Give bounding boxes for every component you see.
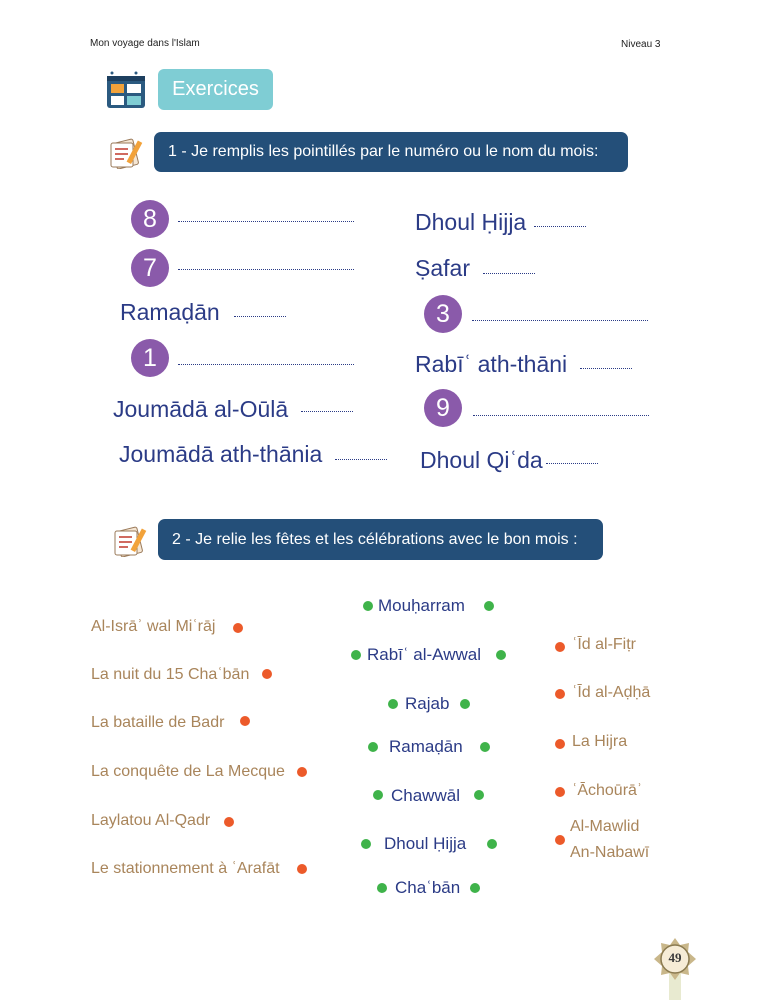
connector-dot[interactable] xyxy=(373,790,383,800)
month-name: Ramaḍān xyxy=(120,299,220,325)
month-name: Dhoul Qiʿda xyxy=(420,447,543,473)
fill-in-dotted-line[interactable] xyxy=(473,415,649,416)
connector-dot[interactable] xyxy=(555,642,565,652)
connector-dot[interactable] xyxy=(474,790,484,800)
connector-dot[interactable] xyxy=(388,699,398,709)
connector-dot[interactable] xyxy=(555,689,565,699)
fill-in-dotted-line[interactable] xyxy=(178,364,354,365)
connector-dot[interactable] xyxy=(368,742,378,752)
connector-dot[interactable] xyxy=(363,601,373,611)
connector-dot[interactable] xyxy=(555,835,565,845)
event-label: Al-Isrāʾ wal Miʿrāj xyxy=(91,618,216,635)
connector-dot[interactable] xyxy=(470,883,480,893)
connector-dot[interactable] xyxy=(377,883,387,893)
event-label: La nuit du 15 Chaʿbān xyxy=(91,666,250,683)
month-number-circle: 9 xyxy=(424,389,462,427)
exercise2-instruction: 2 - Je relie les fêtes et les célébratio… xyxy=(158,519,603,560)
celebration-label: An-Nabawī xyxy=(570,844,650,861)
fill-in-dotted-line[interactable] xyxy=(472,320,648,321)
exercise-board-icon xyxy=(107,71,145,108)
month-name: Joumādā ath-thānia xyxy=(119,441,323,467)
page-number-ornament xyxy=(654,938,696,980)
month-option: Chaʿbān xyxy=(395,878,461,897)
connector-dot[interactable] xyxy=(224,817,234,827)
month-number-circle: 8 xyxy=(131,200,169,238)
month-option: Dhoul Ḥijja xyxy=(384,834,467,853)
exercise1-instruction: 1 - Je remplis les pointillés par le num… xyxy=(154,132,628,172)
connector-dot[interactable] xyxy=(487,839,497,849)
month-number-circle: 1 xyxy=(131,339,169,377)
connector-dot[interactable] xyxy=(351,650,361,660)
fill-in-dotted-line[interactable] xyxy=(178,269,354,270)
pencil-paper-icon xyxy=(114,526,147,557)
celebration-label: ʿĀchoūrāʾ xyxy=(572,782,643,799)
fill-in-dotted-line[interactable] xyxy=(234,316,286,317)
connector-dot[interactable] xyxy=(460,699,470,709)
month-option: Ramaḍān xyxy=(389,737,463,756)
connector-dot[interactable] xyxy=(233,623,243,633)
connector-dot[interactable] xyxy=(555,787,565,797)
month-option: Rajab xyxy=(405,694,450,713)
celebration-label: ʿĪd al-Fiṭr xyxy=(572,636,636,653)
fill-in-dotted-line[interactable] xyxy=(335,459,387,460)
month-option: Chawwāl xyxy=(391,786,460,805)
month-number-circle: 7 xyxy=(131,249,169,287)
connector-dot[interactable] xyxy=(297,864,307,874)
event-label: Laylatou Al-Qadr xyxy=(91,812,211,829)
fill-in-dotted-line[interactable] xyxy=(546,463,598,464)
fill-in-dotted-line[interactable] xyxy=(483,273,535,274)
connector-dot[interactable] xyxy=(480,742,490,752)
connector-dot[interactable] xyxy=(240,716,250,726)
month-number-circle: 3 xyxy=(424,295,462,333)
connector-dot[interactable] xyxy=(262,669,272,679)
connector-dot[interactable] xyxy=(555,739,565,749)
event-label: La bataille de Badr xyxy=(91,714,225,731)
connector-dot[interactable] xyxy=(361,839,371,849)
celebration-label: Al-Mawlid xyxy=(570,818,640,835)
month-option: Rabīʿ al-Awwal xyxy=(367,645,482,664)
fill-in-dotted-line[interactable] xyxy=(178,221,354,222)
event-label: Le stationnement à ʿArafāt xyxy=(91,860,280,877)
connector-dot[interactable] xyxy=(496,650,506,660)
celebration-label: ʿĪd al-Aḍḥā xyxy=(572,684,651,701)
level-label: Niveau 3 xyxy=(621,39,661,50)
fill-in-dotted-line[interactable] xyxy=(580,368,632,369)
celebration-label: La Hijra xyxy=(572,733,628,750)
event-label: La conquête de La Mecque xyxy=(91,763,285,780)
month-option: Mouḥarram xyxy=(378,596,465,615)
month-name: Rabīʿ ath-thāni xyxy=(415,351,568,377)
fill-in-dotted-line[interactable] xyxy=(534,226,586,227)
month-name: Ṣafar xyxy=(415,255,470,281)
month-name: Joumādā al-Oūlā xyxy=(113,396,289,422)
month-name: Dhoul Ḥijja xyxy=(415,209,527,235)
connector-dot[interactable] xyxy=(484,601,494,611)
pencil-paper-icon xyxy=(110,138,143,169)
section-title: Exercices xyxy=(158,69,273,110)
fill-in-dotted-line[interactable] xyxy=(301,411,353,412)
book-title: Mon voyage dans l'Islam xyxy=(90,38,200,49)
connector-dot[interactable] xyxy=(297,767,307,777)
page-number: 49 xyxy=(668,950,682,965)
